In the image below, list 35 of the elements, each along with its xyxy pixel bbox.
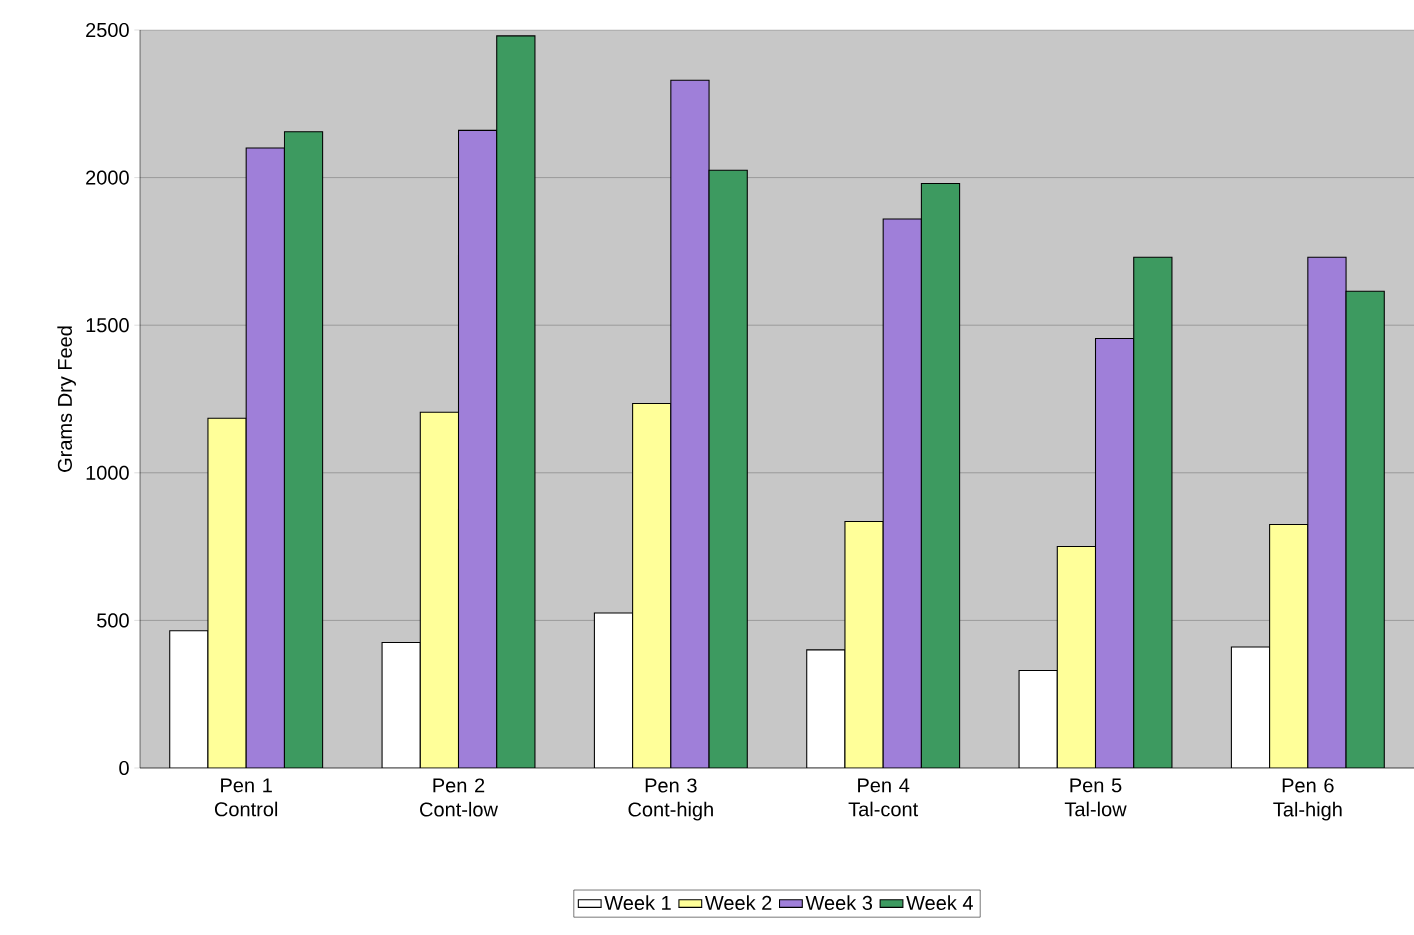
x-tick-label: Pen 3 Cont-high [628, 778, 713, 821]
bar [632, 402, 672, 768]
legend-label: Week 3 [805, 895, 873, 911]
y-tick-label: 1500 [86, 318, 129, 333]
y-tick-label: 500 [97, 613, 129, 628]
bar [1056, 546, 1097, 768]
x-tick-label: Pen 4 Tal-cont [848, 778, 919, 817]
bar [245, 147, 285, 768]
bar [457, 129, 498, 768]
bar [844, 520, 884, 768]
y-tick-label: 2000 [86, 170, 129, 185]
y-axis-title: Grams Dry Feed [57, 326, 76, 472]
bar [1094, 337, 1135, 768]
y-tick-label: 2500 [86, 22, 129, 38]
bar [882, 218, 922, 768]
legend-label: Week 1 [604, 895, 671, 911]
bar [593, 612, 634, 768]
x-tick-label: Pen 6 Tal-high [1273, 778, 1342, 821]
bar [1230, 646, 1271, 768]
bar [419, 411, 460, 768]
bar [1307, 256, 1347, 768]
legend-label: Week 2 [704, 895, 772, 911]
bar [381, 641, 421, 768]
x-tick-label: Pen 2 Cont-low [420, 778, 498, 817]
bar [1018, 670, 1058, 768]
x-tick-label: Pen 1 Control [214, 778, 278, 817]
bar [207, 417, 247, 768]
y-tick-label: 0 [119, 760, 129, 776]
bar [806, 649, 846, 768]
bar [670, 79, 710, 768]
y-tick-label: 1000 [86, 465, 129, 480]
legend-label: Week 4 [906, 895, 973, 911]
x-tick-label: Pen 5 Tal-low [1064, 778, 1127, 817]
bar [1269, 523, 1309, 768]
bar [169, 630, 209, 768]
